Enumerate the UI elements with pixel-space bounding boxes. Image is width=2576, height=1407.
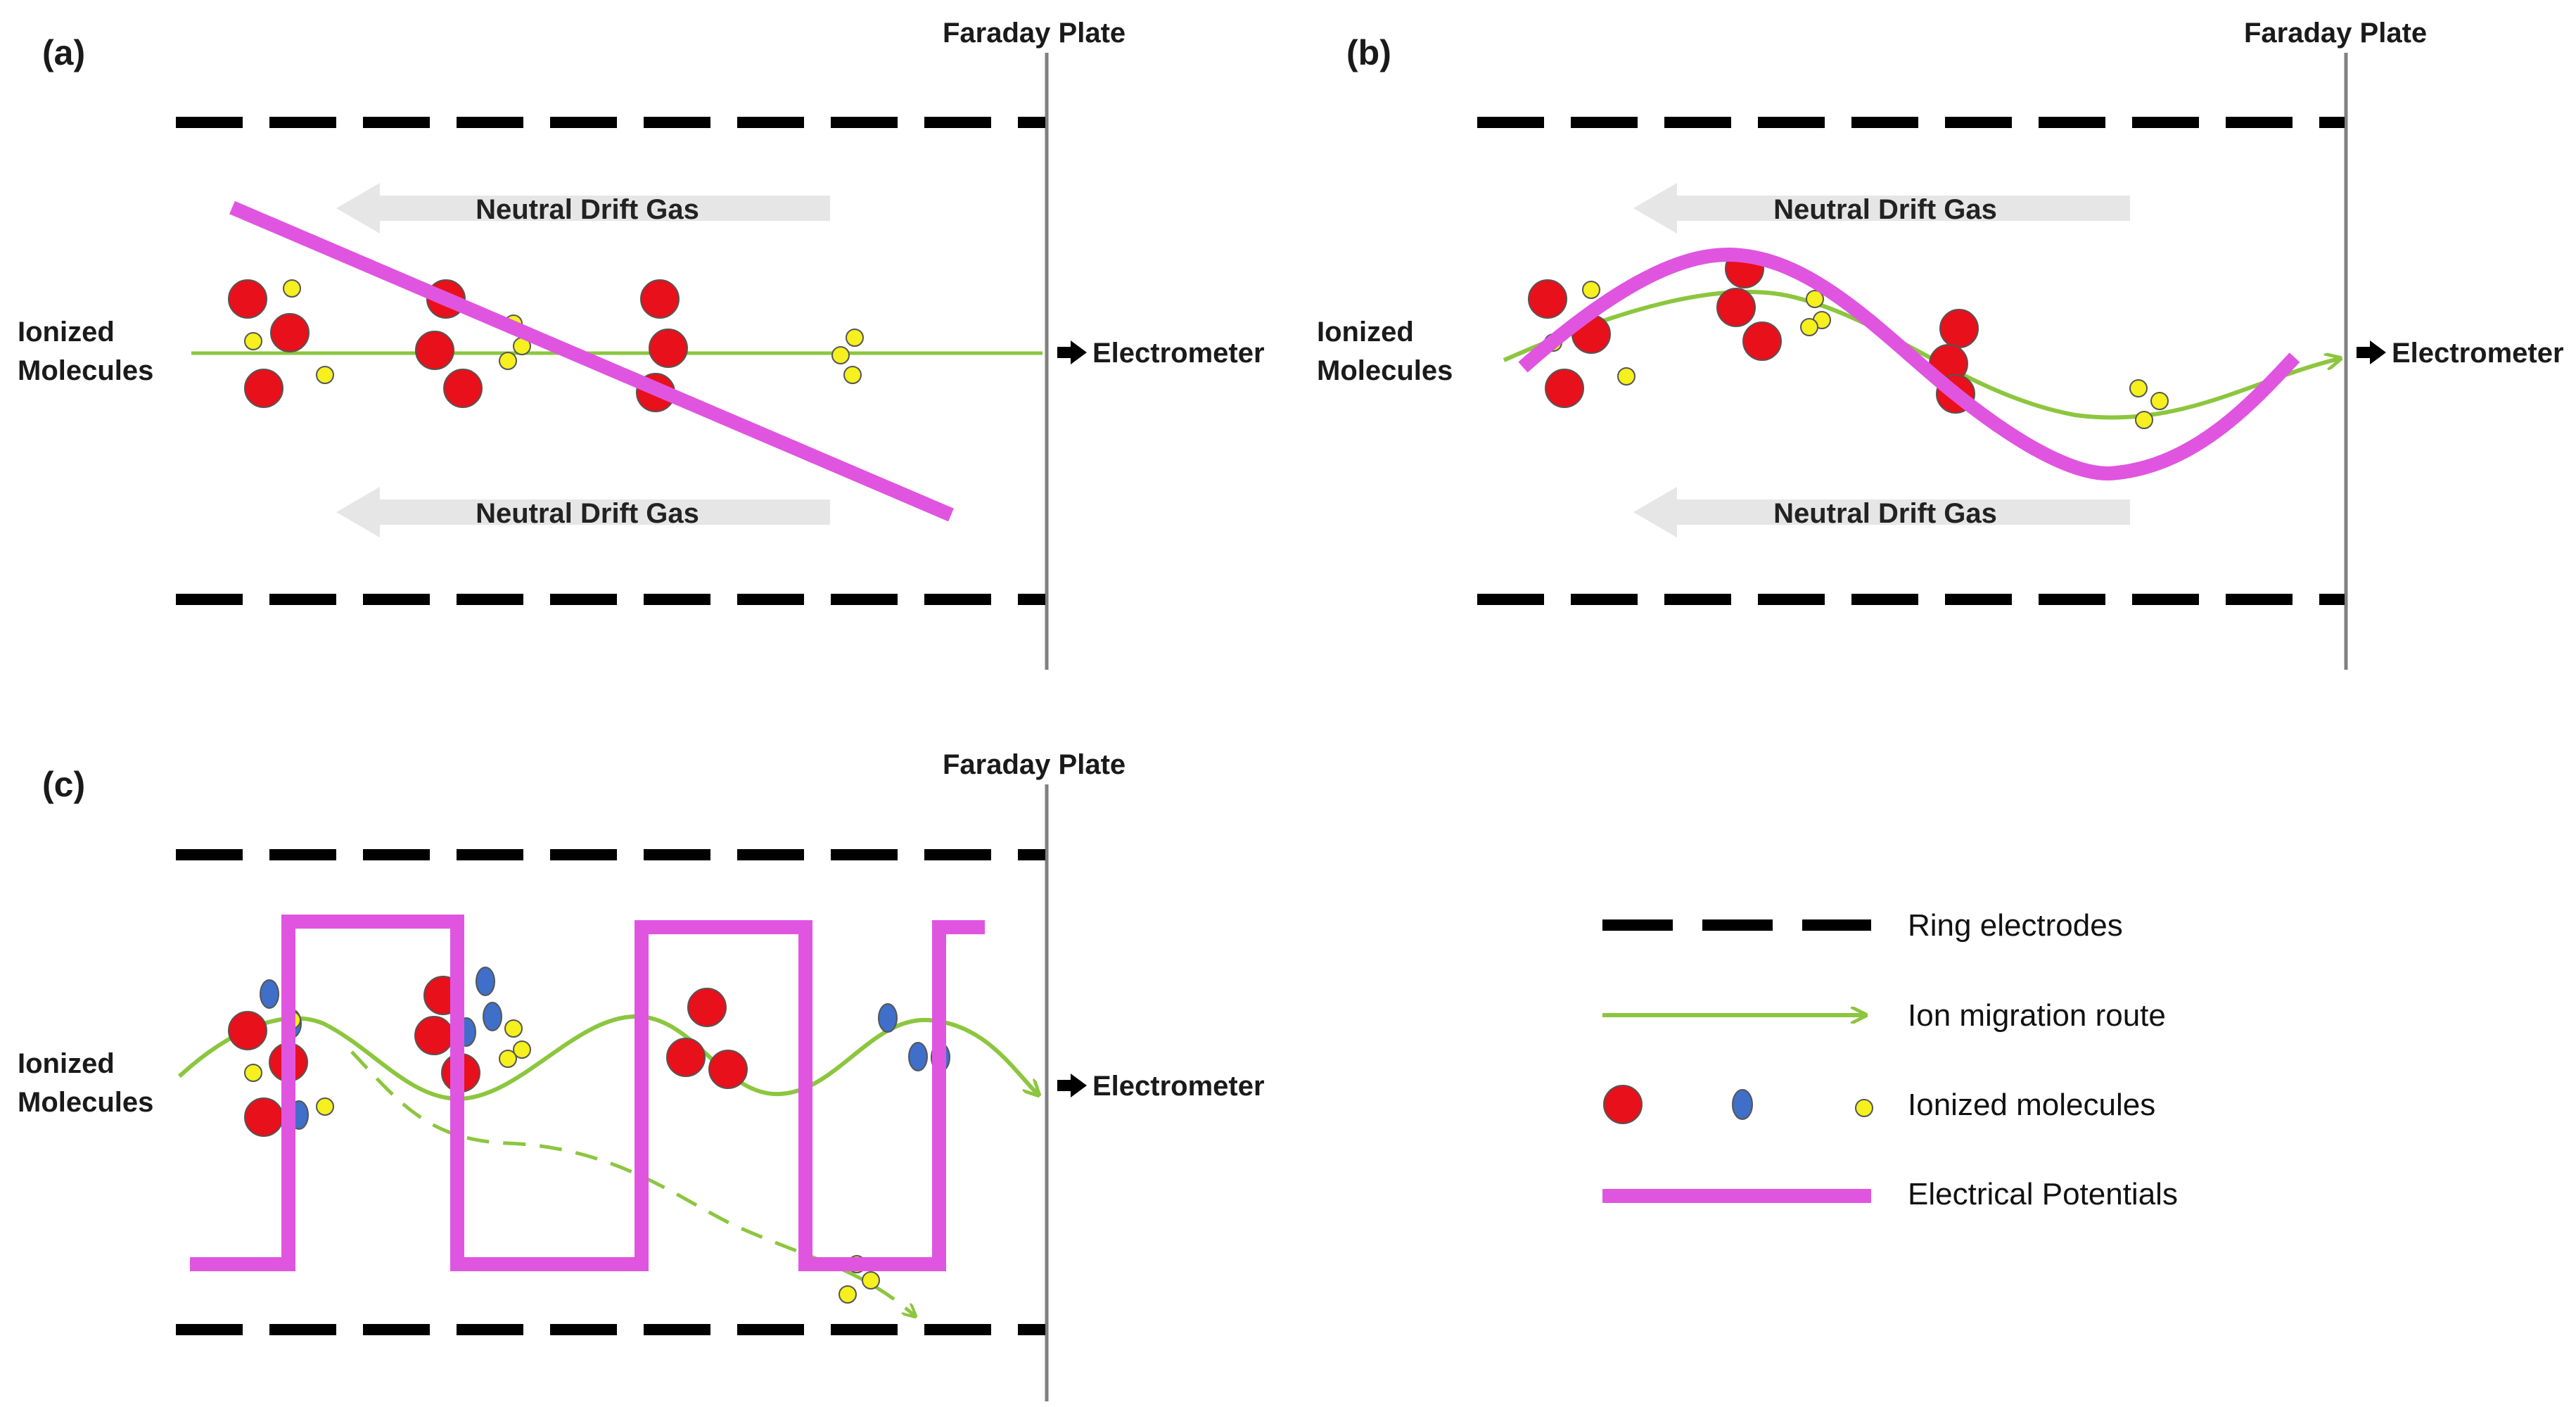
red-ion bbox=[666, 1038, 706, 1077]
red-ion bbox=[708, 1050, 748, 1089]
red-ion-swatch bbox=[1603, 1085, 1643, 1124]
red-ion bbox=[1742, 321, 1782, 361]
yellow-ion bbox=[1800, 318, 1818, 336]
panel-c-neutralized-route bbox=[350, 1050, 914, 1316]
blue-ion bbox=[908, 1042, 928, 1071]
legend-route-label: Ion migration route bbox=[1908, 998, 2166, 1033]
panel-a-drift-arrow-top: Neutral Drift Gas bbox=[336, 183, 830, 234]
legend-ring-electrodes: Ring electrodes bbox=[1602, 908, 2123, 943]
blue-ion-swatch bbox=[1732, 1089, 1753, 1120]
panel-b: (b) Faraday Plate Neutral Drift Gas Neut… bbox=[1317, 18, 2564, 670]
red-ion bbox=[228, 279, 267, 319]
panel-b-label: (b) bbox=[1346, 33, 1391, 72]
yellow-ion bbox=[1582, 281, 1600, 299]
yellow-ion bbox=[316, 1097, 334, 1116]
panel-c-ion-cluster bbox=[228, 967, 950, 1304]
legend-potential-label: Electrical Potentials bbox=[1908, 1177, 2178, 1211]
panel-a-electrical-potential bbox=[229, 200, 954, 522]
red-ion bbox=[1939, 309, 1979, 348]
red-ion bbox=[228, 1011, 267, 1050]
panel-b-electrometer-label: Electrometer bbox=[2392, 338, 2564, 369]
legend-ionized-molecules: Ionized molecules bbox=[1603, 1085, 2155, 1124]
panel-b-ion-cluster bbox=[1528, 249, 2169, 429]
panel-a-ion-cluster bbox=[228, 279, 864, 412]
legend-ring-label: Ring electrodes bbox=[1908, 908, 2123, 943]
panel-b-drift-label-bottom: Neutral Drift Gas bbox=[1773, 498, 1997, 529]
panel-c-electrical-potential bbox=[190, 915, 985, 1271]
red-ion bbox=[649, 329, 688, 368]
yellow-ion-swatch bbox=[1855, 1099, 1873, 1117]
blue-ion bbox=[476, 967, 495, 996]
yellow-ion bbox=[244, 332, 262, 350]
panel-b-faraday-label: Faraday Plate bbox=[2244, 18, 2427, 49]
panel-c: (c) Faraday Plate Ionized Molecules bbox=[18, 749, 1265, 1401]
panel-a-ionized-label: Ionized Molecules bbox=[18, 317, 153, 386]
panel-b-ion-route bbox=[1503, 289, 2339, 420]
panel-c-label: (c) bbox=[42, 765, 85, 804]
yellow-ion bbox=[504, 1019, 523, 1038]
legend-ions-label: Ionized molecules bbox=[1908, 1088, 2155, 1122]
red-ion bbox=[415, 331, 454, 370]
panel-a-drift-label-top: Neutral Drift Gas bbox=[476, 194, 699, 225]
panel-a: (a) Faraday Plate Neutral Drift Gas Neut… bbox=[18, 18, 1265, 670]
panel-b-electrical-potential bbox=[1518, 247, 2300, 480]
red-ion bbox=[1528, 279, 1567, 319]
yellow-ion bbox=[2135, 411, 2153, 429]
panel-a-label: (a) bbox=[42, 33, 85, 72]
yellow-ion bbox=[499, 1050, 517, 1068]
panel-a-electrometer-arrow-icon bbox=[1057, 340, 1087, 364]
red-ion bbox=[414, 1016, 454, 1055]
panel-b-electrometer-arrow-icon bbox=[2357, 340, 2386, 364]
yellow-ion bbox=[1617, 367, 1635, 386]
yellow-ion bbox=[831, 346, 850, 364]
yellow-ion bbox=[513, 1040, 531, 1059]
red-ion bbox=[640, 279, 680, 319]
panel-c-faraday-label: Faraday Plate bbox=[943, 749, 1126, 780]
red-ion bbox=[1716, 288, 1756, 327]
yellow-ion bbox=[839, 1285, 857, 1304]
legend: Ring electrodes Ion migration route Ioni… bbox=[1602, 908, 2178, 1211]
yellow-ion bbox=[843, 366, 862, 384]
panel-a-drift-label-bottom: Neutral Drift Gas bbox=[476, 498, 699, 529]
panel-c-electrometer-arrow-icon bbox=[1057, 1074, 1087, 1097]
red-ion bbox=[687, 988, 727, 1027]
panel-c-ionized-label: Ionized Molecules bbox=[18, 1048, 153, 1118]
blue-ion bbox=[483, 1002, 502, 1031]
panel-a-drift-arrow-bottom: Neutral Drift Gas bbox=[336, 487, 830, 537]
yellow-ion bbox=[2129, 379, 2148, 397]
yellow-ion bbox=[244, 1064, 262, 1082]
yellow-ion bbox=[862, 1271, 880, 1290]
red-ion bbox=[244, 369, 283, 408]
blue-ion bbox=[878, 1003, 898, 1033]
yellow-ion bbox=[1806, 290, 1824, 308]
panel-a-faraday-label: Faraday Plate bbox=[943, 18, 1126, 49]
red-ion bbox=[1545, 369, 1584, 408]
yellow-ion bbox=[283, 279, 301, 298]
red-ion bbox=[443, 369, 483, 408]
blue-ion bbox=[260, 979, 279, 1009]
panel-a-electrometer-label: Electrometer bbox=[1092, 338, 1265, 369]
panel-b-ionized-label: Ionized Molecules bbox=[1317, 317, 1453, 386]
yellow-ion bbox=[2150, 392, 2169, 410]
panel-b-drift-arrow-bottom: Neutral Drift Gas bbox=[1633, 487, 2130, 537]
red-ion bbox=[270, 313, 310, 352]
red-ion bbox=[244, 1097, 283, 1137]
yellow-ion bbox=[846, 329, 864, 347]
panel-b-drift-arrow-top: Neutral Drift Gas bbox=[1633, 183, 2130, 234]
legend-electrical-potentials: Electrical Potentials bbox=[1602, 1177, 2178, 1211]
panel-c-electrometer-label: Electrometer bbox=[1092, 1071, 1265, 1102]
yellow-ion bbox=[316, 366, 334, 384]
panel-b-drift-label-top: Neutral Drift Gas bbox=[1773, 194, 1997, 225]
yellow-ion bbox=[499, 352, 517, 370]
legend-ion-route: Ion migration route bbox=[1602, 998, 2166, 1033]
